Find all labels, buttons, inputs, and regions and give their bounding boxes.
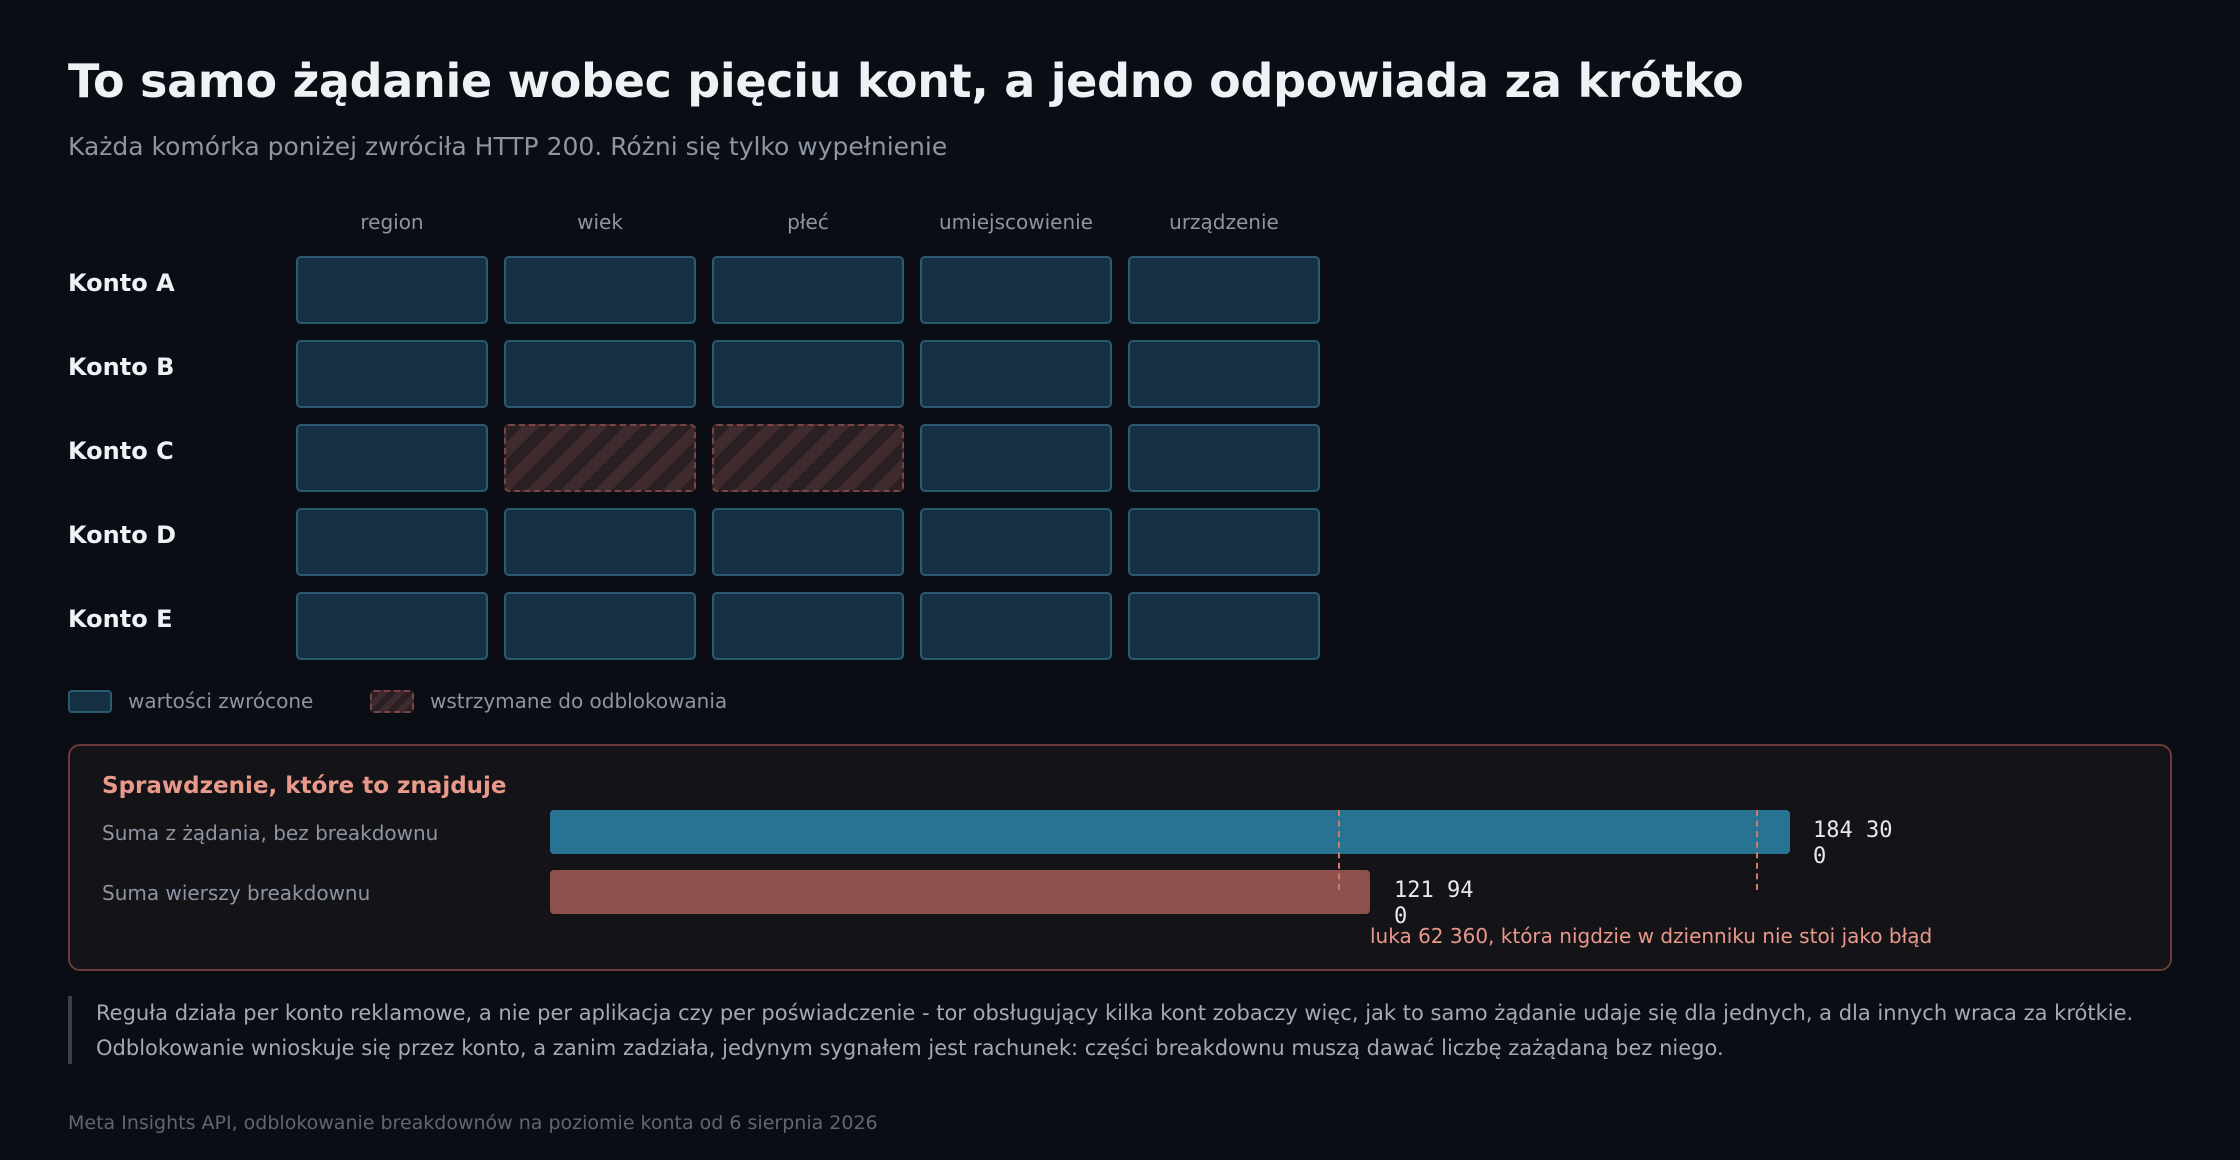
legend-swatch-returned (68, 690, 112, 713)
gap-annotation: luka 62 360, która nigdzie w dzienniku n… (1370, 924, 1933, 948)
cell-returned (1128, 340, 1320, 408)
legend-swatch-held (370, 690, 414, 713)
cell-returned (920, 340, 1112, 408)
row-label: Konto D (68, 521, 176, 549)
note-line-1: Reguła działa per konto reklamowe, a nie… (96, 1001, 2134, 1025)
column-header: umiejscowienie (939, 210, 1093, 234)
cell-returned (712, 592, 904, 660)
rows-bar-label: Suma wierszy breakdownu (102, 881, 371, 905)
note-rule (68, 996, 72, 1064)
column-header: wiek (577, 210, 623, 234)
column-header: urządzenie (1169, 210, 1279, 234)
cell-returned (296, 508, 488, 576)
cell-returned (296, 592, 488, 660)
page-subtitle: Każda komórka poniżej zwróciła HTTP 200.… (68, 132, 948, 161)
legend-label-held: wstrzymane do odblokowania (430, 689, 728, 713)
cell-returned (504, 256, 696, 324)
rows-total-marker (1338, 810, 1340, 890)
cell-returned (504, 592, 696, 660)
row-label: Konto A (68, 269, 175, 297)
cell-returned (712, 508, 904, 576)
cell-returned (296, 340, 488, 408)
cell-returned (1128, 424, 1320, 492)
cell-returned (920, 424, 1112, 492)
rows-bar (550, 870, 1370, 914)
check-panel (68, 744, 2172, 971)
cell-returned (920, 508, 1112, 576)
row-label: Konto B (68, 353, 175, 381)
cell-returned (920, 256, 1112, 324)
row-label: Konto C (68, 437, 174, 465)
column-header: płeć (787, 210, 829, 234)
note-line-2: Odblokowanie wnioskuje się przez konto, … (96, 1036, 1724, 1060)
cell-returned (920, 592, 1112, 660)
column-header: region (360, 210, 424, 234)
total-bar (550, 810, 1790, 854)
page-title: To samo żądanie wobec pięciu kont, a jed… (68, 54, 1744, 108)
check-title: Sprawdzenie, które to znajduje (102, 773, 507, 799)
cell-returned (1128, 592, 1320, 660)
rows-bar-value: 121 940 (1394, 878, 1474, 929)
cell-returned (296, 424, 488, 492)
row-label: Konto E (68, 605, 173, 633)
cell-returned (712, 340, 904, 408)
cell-returned (1128, 508, 1320, 576)
cell-returned (1128, 256, 1320, 324)
cell-returned (504, 340, 696, 408)
total-bar-label: Suma z żądania, bez breakdownu (102, 821, 439, 845)
total-bar-value: 184 300 (1813, 818, 1893, 869)
cell-returned (296, 256, 488, 324)
cell-returned (504, 508, 696, 576)
legend-label-returned: wartości zwrócone (128, 689, 314, 713)
cell-held (712, 424, 904, 492)
footer-source: Meta Insights API, odblokowanie breakdow… (68, 1112, 878, 1134)
cell-returned (712, 256, 904, 324)
request-total-marker (1756, 810, 1758, 890)
cell-held (504, 424, 696, 492)
